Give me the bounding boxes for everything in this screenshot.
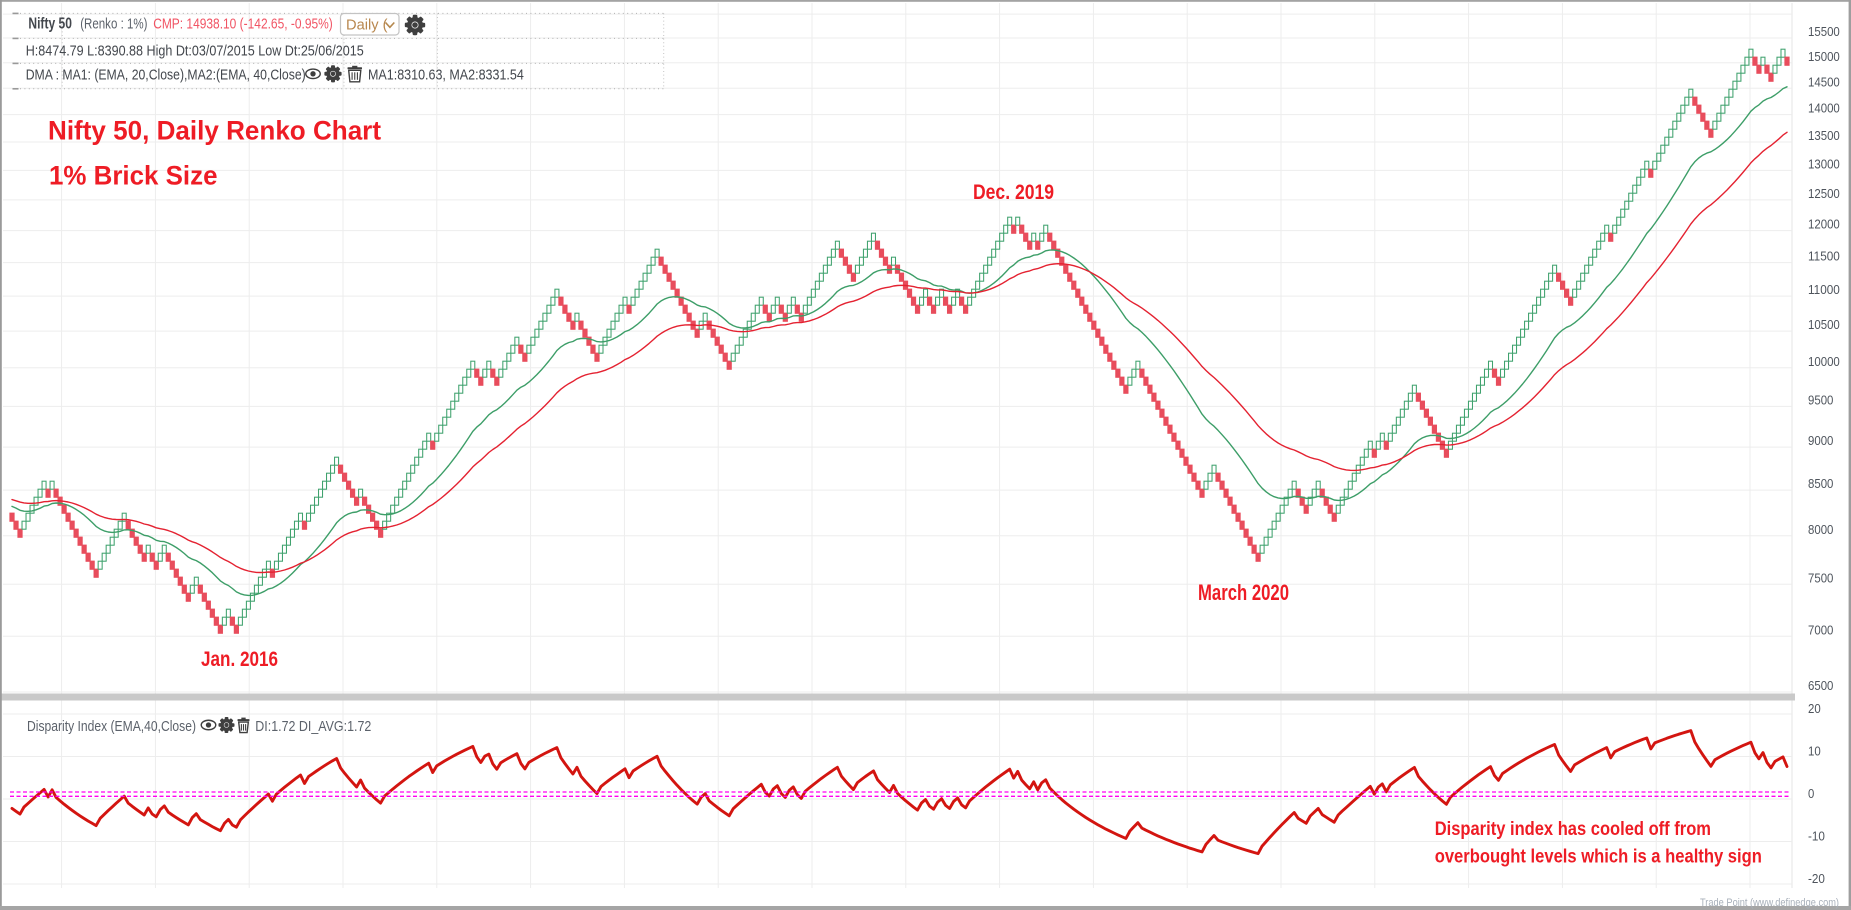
svg-text:10500: 10500 — [1808, 318, 1840, 332]
svg-text:13000: 13000 — [1808, 158, 1840, 172]
svg-text:Trade Point (www.definedge.com: Trade Point (www.definedge.com) — [1700, 897, 1839, 909]
svg-text:Jan. 2016: Jan. 2016 — [201, 648, 278, 671]
svg-text:6500: 6500 — [1808, 679, 1833, 693]
svg-text:13500: 13500 — [1808, 129, 1840, 143]
svg-text:DMA : MA1: (EMA, 20,Close),MA2: DMA : MA1: (EMA, 20,Close),MA2:(EMA, 40,… — [26, 67, 306, 83]
svg-text:9500: 9500 — [1808, 394, 1833, 408]
svg-text:15500: 15500 — [1808, 25, 1840, 39]
svg-text:Disparity index has cooled off: Disparity index has cooled off from — [1435, 818, 1711, 840]
svg-text:10: 10 — [1808, 744, 1821, 758]
svg-text:15000: 15000 — [1808, 50, 1840, 64]
svg-text:14000: 14000 — [1808, 102, 1840, 116]
svg-text:March 2020: March 2020 — [1198, 580, 1289, 605]
svg-text:12500: 12500 — [1808, 187, 1840, 201]
svg-text:10000: 10000 — [1808, 355, 1840, 369]
svg-text:8500: 8500 — [1808, 477, 1833, 491]
svg-text:(Renko : 1%): (Renko : 1%) — [80, 17, 147, 33]
svg-text:-10: -10 — [1808, 829, 1825, 843]
svg-text:11500: 11500 — [1808, 250, 1840, 264]
svg-text:Nifty 50: Nifty 50 — [28, 16, 72, 33]
svg-text:1% Brick Size: 1% Brick Size — [49, 161, 218, 191]
svg-text:CMP: 14938.10 (-142.65, -0.95%: CMP: 14938.10 (-142.65, -0.95%) — [153, 17, 333, 33]
svg-text:DI:1.72 DI_AVG:1.72: DI:1.72 DI_AVG:1.72 — [255, 719, 371, 735]
svg-text:MA1:8310.63, MA2:8331.54: MA1:8310.63, MA2:8331.54 — [368, 67, 524, 83]
svg-text:9000: 9000 — [1808, 434, 1833, 448]
svg-text:7000: 7000 — [1808, 623, 1833, 637]
svg-text:7500: 7500 — [1808, 571, 1833, 585]
svg-text:12000: 12000 — [1808, 218, 1840, 232]
svg-text:Dec. 2019: Dec. 2019 — [973, 181, 1054, 204]
svg-text:overbought levels which is a h: overbought levels which is a healthy sig… — [1435, 846, 1762, 868]
svg-text:14500: 14500 — [1808, 75, 1840, 89]
svg-text:0: 0 — [1808, 787, 1814, 801]
svg-text:8000: 8000 — [1808, 523, 1833, 537]
svg-text:Daily (: Daily ( — [346, 18, 388, 34]
svg-text:H:8474.79 L:8390.88 High Dt:03: H:8474.79 L:8390.88 High Dt:03/07/2015 L… — [26, 44, 364, 60]
svg-text:11000: 11000 — [1808, 283, 1840, 297]
svg-text:20: 20 — [1808, 702, 1821, 716]
svg-text:Disparity Index (EMA,40,Close): Disparity Index (EMA,40,Close) — [27, 719, 196, 735]
svg-text:Nifty 50, Daily Renko Chart: Nifty 50, Daily Renko Chart — [48, 115, 381, 145]
svg-text:-20: -20 — [1808, 872, 1825, 886]
